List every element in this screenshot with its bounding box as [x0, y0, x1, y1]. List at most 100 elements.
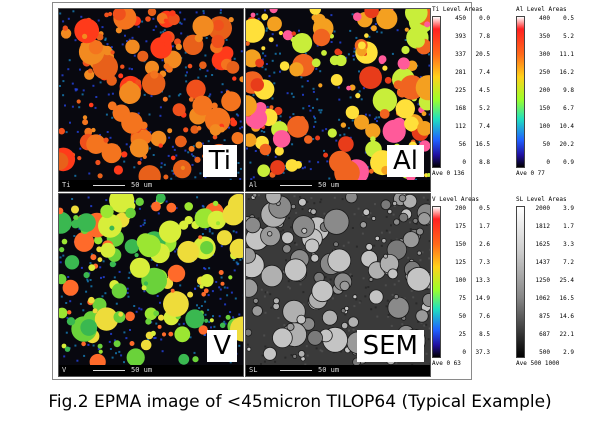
colorbar-level-label: 450 [455, 15, 466, 22]
ti-colorbar-header: Ti Level Areas [432, 6, 483, 13]
colorbar-level-label: 200 [455, 205, 466, 212]
sem-scalebar-name: SL [249, 366, 258, 374]
colorbar-area-label: 6.7 [563, 105, 574, 112]
colorbar-area-label: 14.6 [559, 313, 574, 320]
figure-frame: Ti Ti 50 um Al Al 50 um V V 50 um SEM SL [52, 2, 472, 380]
ti-colorbar: Ti Level Areas 450 393 337 281 225 168 112 56 0 … [432, 6, 490, 186]
colorbar-area-label: 0.5 [563, 15, 574, 22]
ti-scalebar-line [93, 185, 125, 186]
v-colorbar-strip [432, 206, 441, 358]
colorbar-level-label: 1625 [535, 241, 550, 248]
colorbar-level-label: 100 [455, 277, 466, 284]
colorbar-area-label: 11.1 [559, 51, 574, 58]
ti-colorbar-strip [432, 16, 441, 168]
colorbar-area-label: 1.7 [479, 223, 490, 230]
al-scalebar: Al 50 um [246, 180, 430, 191]
colorbar-level-label: 281 [455, 69, 466, 76]
colorbar-area-label: 25.4 [559, 277, 574, 284]
colorbar-ave-label: Ave [432, 360, 443, 367]
al-colorbar-strip [516, 16, 525, 168]
v-scalebar-line [93, 370, 125, 371]
colorbar-area-label: 1.7 [563, 223, 574, 230]
colorbar-area-label: 7.4 [479, 69, 490, 76]
colorbar-area-label: 10.4 [559, 123, 574, 130]
al-map-image [246, 9, 430, 191]
colorbar-level-label: 0 [462, 349, 466, 356]
colorbar-level-label: 1250 [535, 277, 550, 284]
v-scalebar-name: V [62, 366, 67, 374]
colorbar-area-label: 5.2 [563, 33, 574, 40]
colorbar-area-label: 16.5 [559, 295, 574, 302]
colorbar-area-label: 0.5 [479, 205, 490, 212]
colorbar-level-label: 175 [455, 223, 466, 230]
al-colorbar-ave: Ave 0 77 [516, 170, 545, 178]
colorbar-level-label: 75 [458, 295, 466, 302]
colorbar-level-label: 300 [539, 51, 550, 58]
al-map-panel: Al Al 50 um [245, 8, 431, 192]
colorbar-area-label: 7.3 [479, 259, 490, 266]
colorbar-level-label: 150 [539, 105, 550, 112]
colorbar-level-label: 125 [455, 259, 466, 266]
colorbar-level-label: 1062 [535, 295, 550, 302]
colorbar-area-label: 0.9 [563, 159, 574, 166]
colorbar-area-label: 3.9 [563, 205, 574, 212]
sem-panel-label: SEM [356, 330, 424, 362]
colorbar-area-label: 22.1 [559, 331, 574, 338]
ti-scalebar-name: Ti [62, 181, 71, 189]
colorbar-level-label: 0 [462, 159, 466, 166]
colorbar-area-label: 7.6 [479, 313, 490, 320]
al-colorbar-header: Al Level Areas [516, 6, 567, 13]
colorbar-area-label: 16.2 [559, 69, 574, 76]
colorbar-level-label: 393 [455, 33, 466, 40]
colorbar-ave-values: 0 136 [442, 170, 465, 177]
ti-map-panel: Ti Ti 50 um [58, 8, 244, 192]
colorbar-level-label: 400 [539, 15, 550, 22]
v-colorbar-header: V Level Areas [432, 196, 479, 203]
colorbar-level-label: 150 [455, 241, 466, 248]
colorbar-level-label: 50 [542, 141, 550, 148]
sem-colorbar-strip [516, 206, 525, 358]
colorbar-ave-values: 0 63 [442, 360, 461, 367]
ti-panel-label: Ti [202, 145, 237, 177]
colorbar-area-label: 5.2 [479, 105, 490, 112]
colorbar-level-label: 875 [539, 313, 550, 320]
v-scalebar: V 50 um [59, 365, 243, 376]
colorbar-area-label: 7.4 [479, 123, 490, 130]
al-panel-label: Al [386, 145, 424, 177]
sem-colorbar-ave: Ave 500 1000 [516, 360, 559, 368]
colorbar-level-label: 200 [539, 87, 550, 94]
v-colorbar-ave: Ave 0 63 [432, 360, 461, 368]
colorbar-area-label: 9.8 [563, 87, 574, 94]
sem-scalebar-line [280, 370, 312, 371]
colorbar-level-label: 56 [458, 141, 466, 148]
colorbar-ave-label: Ave [516, 170, 527, 177]
colorbar-level-label: 168 [455, 105, 466, 112]
sem-scalebar-text: 50 um [318, 366, 340, 374]
v-panel-label: V [207, 330, 237, 362]
ti-colorbar-ave: Ave 0 136 [432, 170, 465, 178]
al-scalebar-text: 50 um [318, 181, 340, 189]
colorbar-level-label: 225 [455, 87, 466, 94]
colorbar-area-label: 2.6 [479, 241, 490, 248]
ti-scalebar-text: 50 um [131, 181, 153, 189]
colorbar-level-label: 687 [539, 331, 550, 338]
colorbar-level-label: 0 [546, 159, 550, 166]
colorbar-level-label: 250 [539, 69, 550, 76]
colorbar-area-label: 8.8 [479, 159, 490, 166]
colorbar-area-label: 3.3 [563, 241, 574, 248]
colorbar-area-label: 20.5 [475, 51, 490, 58]
colorbar-area-label: 0.0 [479, 15, 490, 22]
colorbar-ave-values: 0 77 [526, 170, 545, 177]
colorbar-ave-values: 500 1000 [526, 360, 560, 367]
al-scalebar-line [280, 185, 312, 186]
colorbar-area-label: 4.5 [479, 87, 490, 94]
colorbar-area-label: 37.3 [475, 349, 490, 356]
colorbar-ave-label: Ave [516, 360, 527, 367]
colorbar-level-label: 112 [455, 123, 466, 130]
colorbar-level-label: 1437 [535, 259, 550, 266]
ti-scalebar: Ti 50 um [59, 180, 243, 191]
colorbar-ave-label: Ave [432, 170, 443, 177]
sem-scalebar: SL 50 um [246, 365, 430, 376]
colorbar-level-label: 2000 [535, 205, 550, 212]
colorbar-area-label: 7.2 [563, 259, 574, 266]
